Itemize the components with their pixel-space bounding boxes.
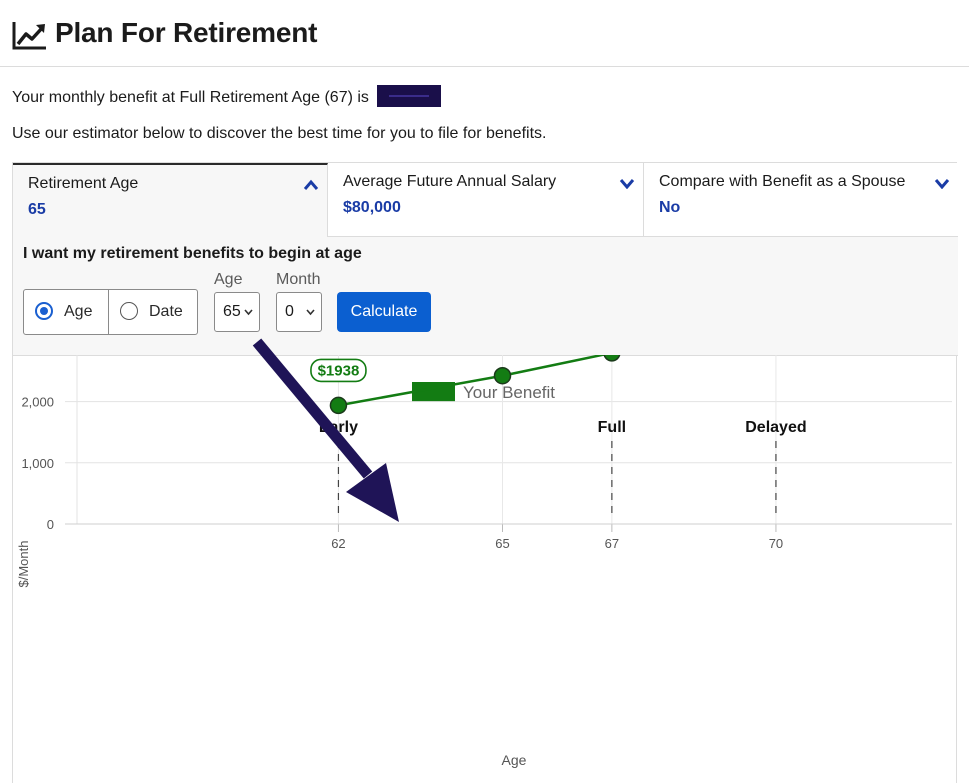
trending-up-icon	[12, 22, 46, 50]
legend-label: Your Benefit	[463, 383, 555, 402]
tab-retirement-age[interactable]: Retirement Age 65	[13, 163, 328, 237]
tab-value: 65	[28, 201, 46, 218]
milestone-label: Delayed	[745, 419, 806, 436]
page-title: Plan For Retirement	[55, 17, 318, 48]
milestone-label: Early	[319, 419, 358, 436]
age-select-label: Age	[214, 271, 243, 288]
y-tick-label: 2,000	[21, 395, 54, 410]
x-tick-label: 70	[769, 536, 783, 551]
x-tick-label: 62	[331, 536, 345, 551]
tab-spouse-benefit[interactable]: Compare with Benefit as a Spouse No	[644, 163, 958, 237]
estimator-intro: Use our estimator below to discover the …	[12, 125, 547, 142]
benefit-chart-svg: Your Benefit01,0002,0003,0004,0005,00062…	[16, 355, 952, 768]
radio-selected-indicator	[35, 302, 53, 320]
chevron-up-icon	[303, 179, 319, 190]
estimator-tabs: Retirement Age 65 Average Future Annual …	[13, 163, 958, 237]
tab-label: Compare with Benefit as a Spouse	[659, 173, 906, 190]
age-select-value: 65	[223, 303, 241, 320]
month-select[interactable]: 0	[276, 292, 322, 332]
data-label: $1938	[318, 362, 360, 379]
radio-date[interactable]: Date	[109, 290, 198, 334]
age-date-radio-group: Age Date	[23, 289, 198, 335]
tab-value: $80,000	[343, 199, 401, 216]
y-tick-label: 1,000	[21, 456, 54, 471]
benefit-summary-text: Your monthly benefit at Full Retirement …	[12, 89, 369, 106]
x-tick-label: 67	[605, 536, 619, 551]
chart-plot-group: Your Benefit01,0002,0003,0004,0005,00062…	[16, 355, 952, 768]
retirement-age-controls: I want my retirement benefits to begin a…	[13, 237, 958, 356]
benefit-summary: Your monthly benefit at Full Retirement …	[12, 85, 442, 107]
chevron-down-icon	[619, 179, 635, 189]
controls-prompt: I want my retirement benefits to begin a…	[23, 245, 362, 262]
radio-age[interactable]: Age	[24, 290, 109, 334]
radio-indicator	[120, 302, 138, 320]
tab-value: No	[659, 199, 681, 216]
radio-label: Age	[64, 303, 93, 320]
chevron-down-icon	[306, 309, 315, 316]
benefit-chart: Your Benefit01,0002,0003,0004,0005,00062…	[13, 355, 958, 784]
chevron-down-icon	[934, 179, 950, 189]
calculate-button[interactable]: Calculate	[337, 292, 431, 332]
tab-average-salary[interactable]: Average Future Annual Salary $80,000	[328, 163, 644, 237]
age-select[interactable]: 65	[214, 292, 260, 332]
month-select-label: Month	[276, 271, 321, 288]
data-point	[603, 355, 621, 362]
milestone-label: Full	[598, 419, 626, 436]
y-axis-title: $/Month	[16, 541, 31, 588]
estimator-panel: Retirement Age 65 Average Future Annual …	[12, 162, 958, 784]
redacted-benefit-amount	[377, 85, 442, 107]
data-point	[329, 396, 348, 415]
page-header: Plan For Retirement	[0, 0, 969, 67]
tab-label: Retirement Age	[28, 175, 139, 192]
series-line	[338, 355, 608, 407]
month-select-value: 0	[285, 303, 294, 320]
chevron-down-icon	[244, 309, 253, 316]
data-point	[493, 366, 512, 385]
x-axis-title: Age	[502, 752, 527, 768]
y-tick-label: 0	[47, 517, 54, 532]
radio-label: Date	[149, 303, 183, 320]
tab-label: Average Future Annual Salary	[343, 173, 557, 190]
x-tick-label: 65	[495, 536, 509, 551]
